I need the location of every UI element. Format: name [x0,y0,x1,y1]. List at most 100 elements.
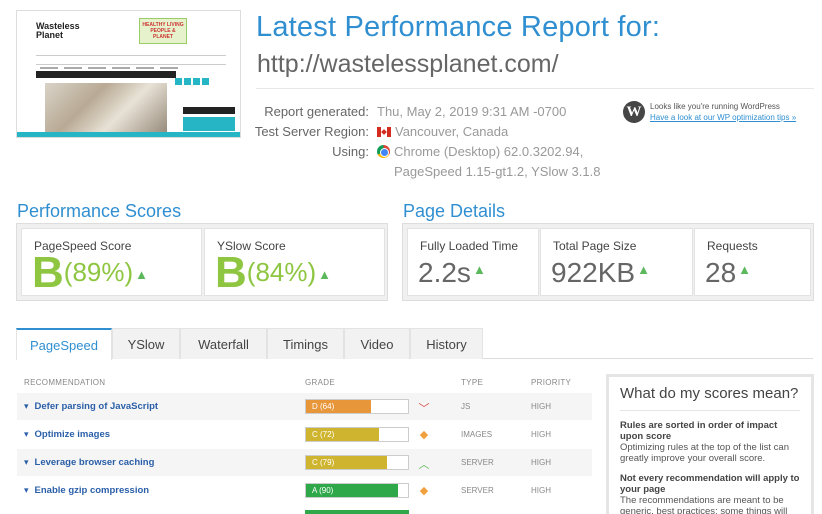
help-paragraph-2: The recommendations are meant to be gene… [620,495,788,514]
page-details-panel: Fully Loaded Time 2.2s ▲ Total Page Size … [402,223,814,301]
col-priority: PRIORITY [531,378,572,387]
page-details-title: Page Details [403,201,506,221]
pagespeed-score-label: PageSpeed Score [34,239,132,253]
site-screenshot: Wasteless Planet HEALTHY LIVING PEOPLE &… [16,10,241,138]
using-value-line1: Chrome (Desktop) 62.0.3202.94, [394,144,584,159]
tab-waterfall[interactable]: Waterfall [180,328,267,359]
pagespeed-percent: (89%) [63,257,134,287]
tab-history[interactable]: History [410,328,483,359]
divider [256,88,814,89]
help-paragraph-1: Optimizing rules at the top of the list … [620,442,789,464]
help-heading-1: Rules are sorted in order of impact upon… [620,420,778,442]
trend-up-icon: ▲ [135,267,149,282]
page-size-value: 922KB [551,257,636,288]
recommendation-priority: HIGH [531,458,551,467]
next-row-grade-bar [305,510,409,514]
wordpress-notice-text: Looks like you're running WordPress [650,102,780,111]
grade-bar-fill [306,428,380,441]
site-sidebar-heading [183,107,235,114]
col-grade: GRADE [305,378,335,387]
wordpress-notice: W Looks like you're running WordPress Ha… [623,101,796,123]
recommendation-type: JS [461,402,471,411]
page-title: Latest Performance Report for: [256,11,661,43]
grade-bar: A (90) [305,483,409,498]
diamond-icon: ◆ [419,429,429,441]
tested-url: http://wastelessplanet.com/ [257,50,559,78]
tab-pagespeed[interactable]: PageSpeed [16,328,112,360]
help-heading-2: Not every recommendation will apply to y… [620,473,800,495]
table-row[interactable]: Leverage browser caching C (79) ︿ SERVER… [17,449,592,476]
trend-up-icon: ▲ [637,262,650,277]
pagespeed-grade: B [32,248,64,297]
chevron-up-icon: ︿ [418,459,430,471]
report-meta: Report generated: Thu, May 2, 2019 9:31 … [240,102,601,182]
grade-label: A (90) [312,486,334,495]
site-logo: Wasteless Planet [36,21,80,40]
trend-up-icon: ▲ [472,262,486,277]
tab-video[interactable]: Video [344,328,410,359]
col-type: TYPE [461,378,484,387]
requests-value: 28 [705,257,737,288]
recommendation-name[interactable]: Defer parsing of JavaScript [24,401,159,412]
site-footer-bar [17,132,240,137]
wp-optimization-link[interactable]: Have a look at our WP optimization tips … [650,113,797,122]
performance-scores-title: Performance Scores [17,201,182,221]
report-generated-label: Report generated: [264,104,369,119]
report-generated-value: Thu, May 2, 2019 9:31 AM -0700 [377,104,567,119]
grade-bar: C (79) [305,455,409,470]
pagespeed-score-box: PageSpeed Score B(89%) ▲ [21,228,202,296]
server-region-value: Vancouver, Canada [395,124,509,139]
table-row[interactable]: Defer parsing of JavaScript D (64) ﹀ JS … [17,393,592,420]
requests-label: Requests [707,239,758,253]
report-tabs: PageSpeed YSlow Waterfall Timings Video … [16,328,813,360]
grade-bar-fill [306,484,398,497]
page-size-box: Total Page Size 922KB ▲ [540,228,693,296]
col-recommendation: RECOMMENDATION [24,378,106,387]
grade-label: C (79) [312,458,335,467]
fully-loaded-label: Fully Loaded Time [420,239,519,253]
grade-label: D (64) [312,402,335,411]
recommendation-name[interactable]: Enable gzip compression [24,485,150,496]
grade-bar-fill [306,456,387,469]
recommendation-type: IMAGES [461,430,493,439]
tab-timings[interactable]: Timings [267,328,344,359]
recommendation-priority: HIGH [531,402,551,411]
site-bar [36,71,176,78]
recommendation-type: SERVER [461,458,494,467]
trend-up-icon: ▲ [318,267,332,282]
trend-up-icon: ▲ [738,262,752,277]
yslow-score-label: YSlow Score [217,239,286,253]
performance-scores-panel: PageSpeed Score B(89%) ▲ YSlow Score B(84… [16,223,388,301]
recommendation-priority: HIGH [531,430,551,439]
site-photo [45,83,167,137]
site-social-icons [173,72,209,90]
canada-flag-icon [377,127,391,137]
site-sidebar-widget [183,117,235,131]
recommendation-type: SERVER [461,486,494,495]
server-region-label: Test Server Region: [254,124,369,139]
yslow-percent: (84%) [246,257,317,287]
table-row[interactable]: Optimize images C (72) ◆ IMAGES HIGH [17,421,592,448]
using-label: Using: [332,144,369,159]
fully-loaded-value: 2.2s [418,257,471,288]
yslow-grade: B [215,248,247,297]
site-nav [36,55,226,69]
scores-help-box: What do my scores mean? Rules are sorted… [606,374,814,514]
recommendation-name[interactable]: Leverage browser caching [24,457,155,468]
tab-yslow[interactable]: YSlow [112,328,180,359]
using-value-line2: PageSpeed 1.15-gt1.2, YSlow 3.1.8 [394,164,601,179]
help-title: What do my scores mean? [620,385,800,411]
table-row[interactable]: Enable gzip compression A (90) ◆ SERVER … [17,477,592,504]
chrome-icon [377,145,390,158]
yslow-score-box: YSlow Score B(84%) ▲ [204,228,385,296]
page-size-label: Total Page Size [553,239,637,253]
recommendation-name[interactable]: Optimize images [24,429,111,440]
wordpress-icon: W [623,101,645,123]
recommendation-priority: HIGH [531,486,551,495]
grade-label: C (72) [312,430,335,439]
grade-bar-fill [306,400,372,413]
chevron-down-icon: ﹀ [418,403,430,415]
fully-loaded-box: Fully Loaded Time 2.2s ▲ [407,228,539,296]
grade-bar: C (72) [305,427,409,442]
site-banner: HEALTHY LIVING PEOPLE & PLANET [139,18,187,44]
